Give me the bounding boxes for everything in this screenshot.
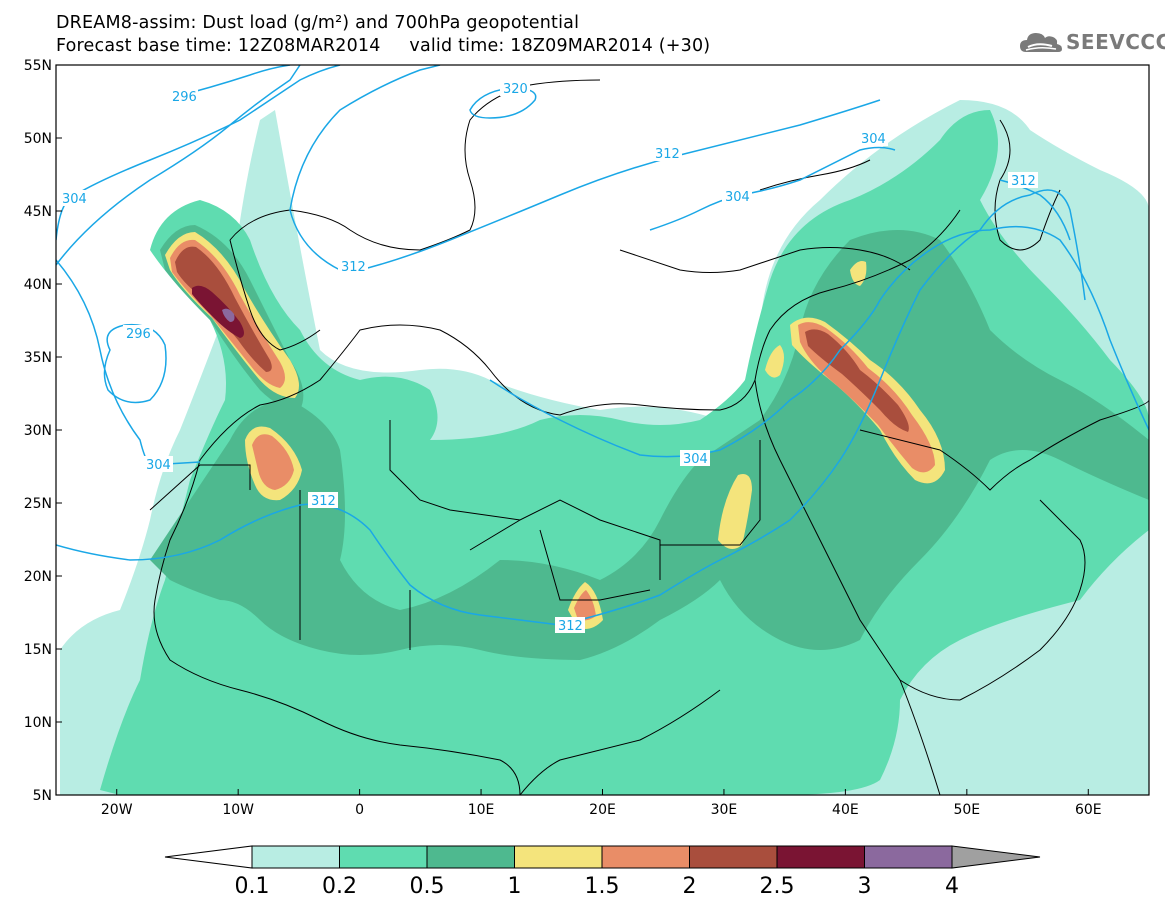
lat-label: 45N [24, 204, 52, 220]
contour-label-312-west: 312 [311, 494, 336, 509]
cloud-logo-icon [1020, 33, 1062, 52]
lon-label: 40E [832, 802, 859, 818]
legend-over-triangle [951, 845, 1041, 869]
dust-band-2.5-iberia [192, 285, 244, 338]
legend-label: 3 [858, 874, 872, 899]
legend-label: 1.5 [585, 874, 620, 899]
lat-label: 30N [24, 423, 52, 439]
legend-box [776, 845, 865, 869]
legend-box [426, 845, 515, 869]
legend-box [339, 845, 428, 869]
contour-label-312-east: 312 [655, 147, 680, 162]
longitude-axis: 20W 10W 0 10E 20E 30E 40E 50E 60E [101, 789, 1102, 818]
lat-label: 35N [24, 350, 52, 366]
lon-label: 60E [1075, 802, 1102, 818]
contour-304-east [649, 146, 896, 231]
dust-band-1.5-morocco [252, 434, 294, 490]
color-legend: 0.1 0.2 0.5 1 1.5 2 2.5 3 4 [164, 845, 1041, 899]
legend-boxes [251, 845, 953, 869]
lon-label: 20E [589, 802, 616, 818]
lat-label: 5N [33, 788, 52, 804]
contour-label-304-mid: 304 [683, 452, 708, 467]
legend-label: 0.2 [322, 874, 357, 899]
lon-label: 0 [355, 802, 364, 818]
map-subtitle: Forecast base time: 12Z08MAR2014 valid t… [56, 36, 711, 56]
legend-box [601, 845, 690, 869]
map-title: DREAM8-assim: Dust load (g/m²) and 700hP… [56, 13, 580, 33]
lat-label: 55N [24, 58, 52, 74]
contour-label-312-south: 312 [558, 619, 583, 634]
legend-box [689, 845, 778, 869]
lon-label: 10E [468, 802, 495, 818]
contour-label-304-low: 304 [146, 458, 171, 473]
contour-label-304-ne: 304 [861, 132, 886, 147]
legend-label: 2 [683, 874, 697, 899]
lon-label: 30E [711, 802, 738, 818]
contour-label-320: 320 [503, 82, 528, 97]
lat-label: 15N [24, 642, 52, 658]
contour-304-low [56, 259, 201, 466]
contour-312-south [56, 189, 1086, 626]
contour-label-304-east: 304 [725, 190, 750, 205]
logo-text: SEEVCCC [1066, 30, 1165, 54]
legend-label: 4 [945, 874, 959, 899]
dust-band-1-anatolia [850, 261, 867, 286]
lat-label: 50N [24, 131, 52, 147]
contour-312-east [359, 99, 881, 271]
contour-312-mid [289, 65, 441, 271]
contour-label-296-low: 296 [126, 327, 151, 342]
contour-label-296-north: 296 [172, 90, 197, 105]
dust-band-1-levant [765, 345, 784, 378]
legend-label: 1 [508, 874, 522, 899]
legend-label: 2.5 [760, 874, 795, 899]
dust-band-1-egypt [718, 474, 752, 549]
legend-box [251, 845, 340, 869]
legend-box [514, 845, 603, 869]
dust-band-0.5 [150, 230, 1149, 660]
contour-label-312-ne: 312 [1011, 174, 1036, 189]
lat-label: 40N [24, 277, 52, 293]
seevccc-logo: SEEVCCC [1018, 28, 1165, 58]
contour-304-mid [489, 225, 1149, 458]
contour-label-312-mid: 312 [341, 260, 366, 275]
lon-label: 20W [101, 802, 133, 818]
legend-labels: 0.1 0.2 0.5 1 1.5 2 2.5 3 4 [235, 874, 960, 899]
lat-label: 10N [24, 715, 52, 731]
contour-312-west [56, 65, 301, 266]
lat-label: 25N [24, 496, 52, 512]
latitude-axis: 55N 50N 45N 40N 35N 30N 25N 20N 15N 10N 5N [24, 58, 62, 804]
contour-labels: 296 320 304 312 304 312 296 304 312 304 … [58, 80, 1038, 634]
legend-label: 0.5 [410, 874, 445, 899]
contour-320 [469, 87, 537, 119]
legend-label: 0.1 [235, 874, 270, 899]
contour-label-304-west: 304 [62, 192, 87, 207]
dust-fields [60, 100, 1149, 795]
lon-label: 10W [222, 802, 254, 818]
lat-label: 20N [24, 569, 52, 585]
legend-box [864, 845, 953, 869]
dust-band-2-mesopotamia [805, 329, 909, 432]
contour-296-low [103, 323, 167, 404]
dust-band-1.5-sudan [574, 590, 596, 621]
dust-band-3-iberia [222, 308, 235, 322]
lon-label: 50E [953, 802, 980, 818]
legend-under-triangle [164, 845, 253, 869]
